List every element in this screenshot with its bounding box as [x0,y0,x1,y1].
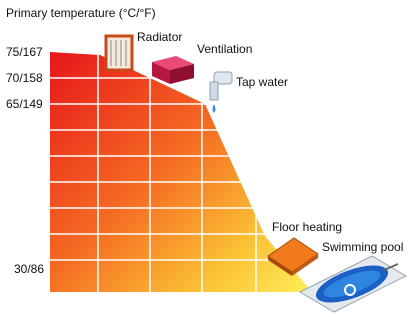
level-label: 75/167 [6,45,43,59]
application-label: Ventilation [197,42,252,56]
pool-icon [300,256,406,312]
level-label: 65/149 [6,97,43,111]
page: {"title": "Primary temperature (°C/°F)",… [0,0,411,317]
application-label: Floor heating [272,220,342,234]
level-label: 30/86 [14,262,44,276]
title: Primary temperature (°C/°F) [6,6,156,20]
ventilation-icon [152,56,194,84]
radiator-icon [106,36,132,70]
application-label: Radiator [137,30,182,44]
tap-icon [210,72,232,113]
level-label: 70/158 [6,71,43,85]
application-label: Swimming pool [322,240,403,254]
diagram: Primary temperature (°C/°F) 75/167 70/15… [0,0,411,317]
application-label: Tap water [236,75,288,89]
